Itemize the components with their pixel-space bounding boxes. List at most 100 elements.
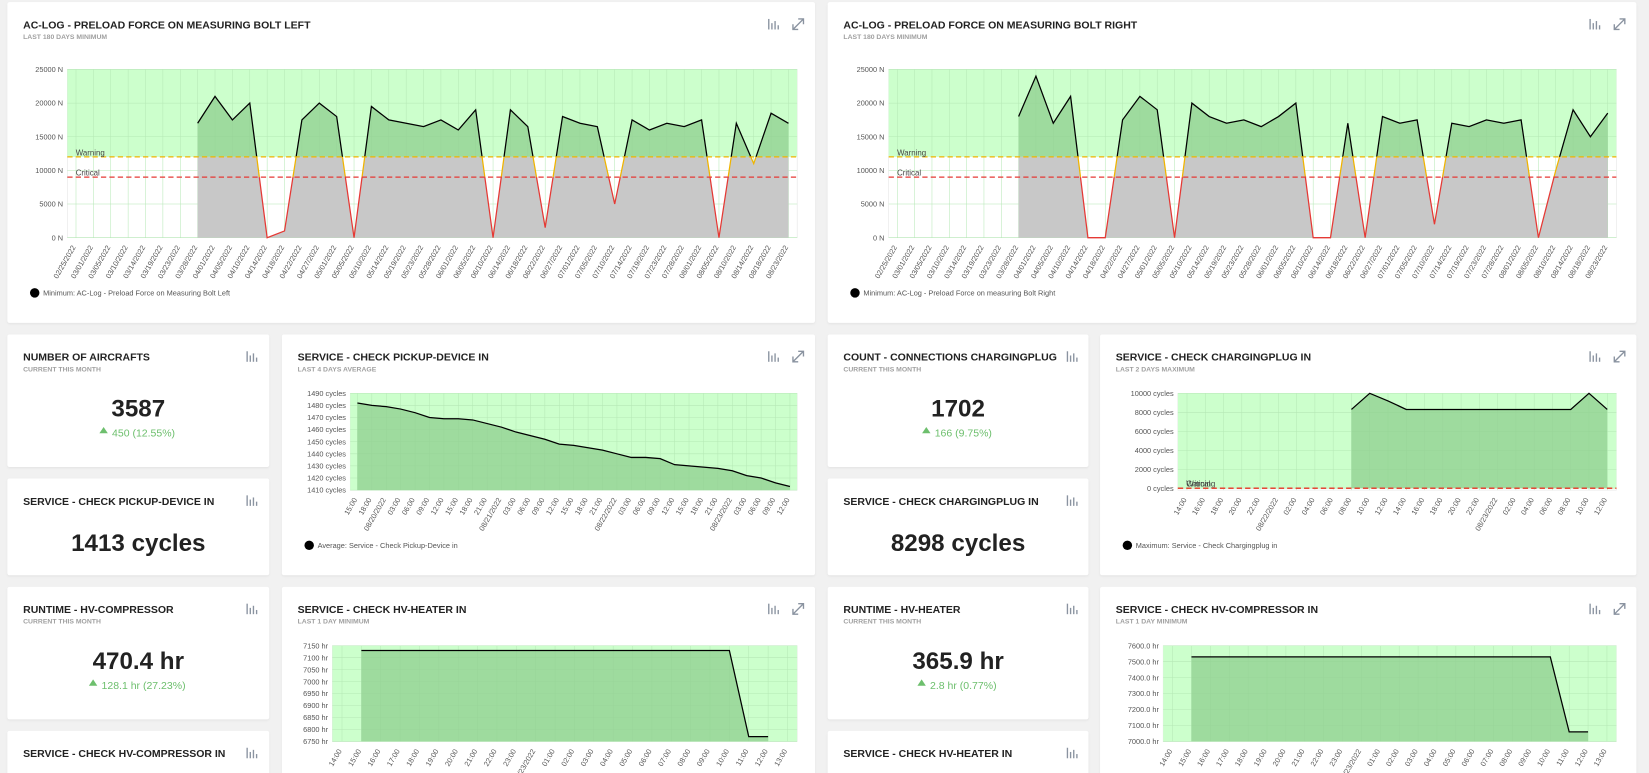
kpi-change: 450 (12.55%) bbox=[112, 427, 175, 439]
expand-icon[interactable] bbox=[792, 18, 805, 31]
kpi-subtitle: CURRENT THIS MONTH bbox=[843, 366, 921, 373]
legend-marker bbox=[29, 288, 40, 298]
threshold-label: Critical bbox=[897, 169, 921, 178]
chart-icon[interactable] bbox=[1066, 603, 1078, 615]
chart-title: AC-LOG - PRELOAD FORCE ON MEASURING BOLT… bbox=[23, 19, 311, 31]
y-tick-label: 6000 cycles bbox=[1135, 427, 1174, 436]
chart-title: SERVICE - CHECK HV-COMPRESSOR IN bbox=[1116, 604, 1318, 616]
expand-icon[interactable] bbox=[792, 350, 805, 363]
line bbox=[197, 95, 789, 157]
card bbox=[7, 478, 270, 576]
kpi-value: 1413 cycles bbox=[71, 530, 205, 557]
kpi-change: 2.8 hr (0.77%) bbox=[930, 680, 997, 692]
threshold-label: Critical bbox=[1186, 480, 1210, 489]
threshold-label: Warning bbox=[897, 148, 926, 157]
y-tick-label: 0 cycles bbox=[1147, 484, 1174, 493]
area bbox=[357, 403, 790, 491]
up-arrow bbox=[99, 426, 108, 434]
y-tick-label: 1470 cycles bbox=[307, 413, 346, 422]
icon-path bbox=[1613, 602, 1626, 615]
y-tick-label: 10000 N bbox=[857, 166, 885, 175]
kpi-value: 365.9 hr bbox=[912, 648, 1004, 675]
y-tick-label: 4000 cycles bbox=[1135, 446, 1174, 455]
chart-subtitle: LAST 180 DAYS MINIMUM bbox=[23, 34, 107, 41]
chart-icon[interactable] bbox=[1589, 18, 1601, 30]
chart-icon[interactable] bbox=[1589, 603, 1601, 615]
area bbox=[1018, 76, 1608, 157]
y-tick-label: 7150 hr bbox=[303, 641, 329, 650]
y-tick-label: 6850 hr bbox=[303, 713, 329, 722]
chart-icon[interactable] bbox=[246, 747, 258, 759]
y-tick-label: 1490 cycles bbox=[307, 389, 346, 398]
line-critical bbox=[258, 177, 729, 239]
y-tick-label: 8000 cycles bbox=[1135, 408, 1174, 417]
chart-icon[interactable] bbox=[1066, 747, 1078, 759]
icon-path bbox=[792, 602, 805, 615]
y-tick-label: 6800 hr bbox=[303, 725, 329, 734]
chart-icon[interactable] bbox=[246, 495, 258, 506]
chart-icon[interactable] bbox=[1066, 351, 1078, 362]
y-tick-label: 1440 cycles bbox=[307, 449, 346, 458]
card bbox=[7, 334, 270, 467]
y-tick-label: 10000 cycles bbox=[1131, 389, 1174, 398]
chart-icon[interactable] bbox=[246, 351, 258, 362]
kpi-title: SERVICE - CHECK PICKUP-DEVICE IN bbox=[23, 496, 214, 508]
y-tick-label: 25000 N bbox=[35, 65, 63, 74]
y-tick-label: 10000 N bbox=[35, 166, 63, 175]
chart-subtitle: LAST 1 DAY MINIMUM bbox=[1116, 619, 1188, 626]
line bbox=[361, 649, 769, 738]
legend-label: Average: Service - Check Pickup-Device i… bbox=[318, 541, 458, 550]
expand-icon[interactable] bbox=[792, 602, 805, 615]
threshold-label: Critical bbox=[76, 169, 100, 178]
expand-icon[interactable] bbox=[1613, 350, 1626, 363]
up-arrow bbox=[917, 679, 926, 686]
y-tick-label: 7000.0 hr bbox=[1128, 737, 1160, 746]
y-tick-label: 1450 cycles bbox=[307, 437, 346, 446]
line bbox=[357, 402, 791, 488]
y-tick-label: 2000 cycles bbox=[1135, 465, 1174, 474]
y-tick-label: 7600.0 hr bbox=[1128, 641, 1160, 650]
y-tick-label: 0 N bbox=[873, 233, 884, 242]
y-tick-label: 7200.0 hr bbox=[1128, 705, 1160, 714]
legend-label: Minimum: AC-Log - Preload Force on measu… bbox=[863, 289, 1055, 298]
y-tick-label: 7000 hr bbox=[303, 677, 329, 686]
kpi-title: SERVICE - CHECK HV-HEATER IN bbox=[843, 748, 1012, 760]
chart-subtitle: LAST 2 DAYS MAXIMUM bbox=[1116, 366, 1195, 373]
kpi-change: 166 (9.75%) bbox=[935, 427, 992, 439]
chart-title: SERVICE - CHECK PICKUP-DEVICE IN bbox=[298, 352, 489, 364]
chart-subtitle: LAST 180 DAYS MINIMUM bbox=[843, 34, 927, 41]
legend-marker bbox=[850, 288, 860, 298]
chart-subtitle: LAST 1 DAY MINIMUM bbox=[298, 619, 370, 626]
area bbox=[1351, 393, 1608, 489]
icon-path bbox=[792, 18, 805, 31]
threshold-label: Warning bbox=[1186, 480, 1215, 489]
expand-icon[interactable] bbox=[1613, 602, 1626, 615]
icon-path bbox=[792, 350, 805, 363]
expand-icon[interactable] bbox=[1613, 18, 1626, 31]
kpi-subtitle: CURRENT THIS MONTH bbox=[23, 619, 101, 626]
chart-icon[interactable] bbox=[246, 603, 258, 615]
legend-label: Maximum: Service - Check Chargingplug in bbox=[1136, 541, 1278, 550]
kpi-value: 1702 bbox=[931, 395, 985, 422]
up-arrow bbox=[88, 679, 98, 686]
chart-icon[interactable] bbox=[1066, 495, 1078, 506]
line bbox=[1018, 74, 1609, 157]
kpi-title: SERVICE - CHECK HV-COMPRESSOR IN bbox=[23, 748, 225, 760]
chart-icon[interactable] bbox=[1589, 351, 1601, 362]
kpi-value: 8298 cycles bbox=[891, 530, 1025, 557]
kpi-value: 470.4 hr bbox=[93, 648, 185, 675]
chart-icon[interactable] bbox=[768, 603, 779, 615]
kpi-change: 128.1 hr (27.23%) bbox=[102, 680, 186, 692]
y-tick-label: 6950 hr bbox=[303, 689, 329, 698]
kpi-subtitle: CURRENT THIS MONTH bbox=[843, 619, 921, 626]
y-tick-label: 6750 hr bbox=[303, 737, 329, 746]
line-warning bbox=[1077, 156, 1561, 178]
chart-icon[interactable] bbox=[768, 351, 779, 362]
card bbox=[7, 586, 270, 720]
y-tick-label: 7500.0 hr bbox=[1128, 657, 1160, 666]
icon-path bbox=[1613, 350, 1626, 363]
chart-icon[interactable] bbox=[768, 18, 779, 30]
area bbox=[197, 96, 789, 157]
icon-path bbox=[1613, 18, 1626, 31]
